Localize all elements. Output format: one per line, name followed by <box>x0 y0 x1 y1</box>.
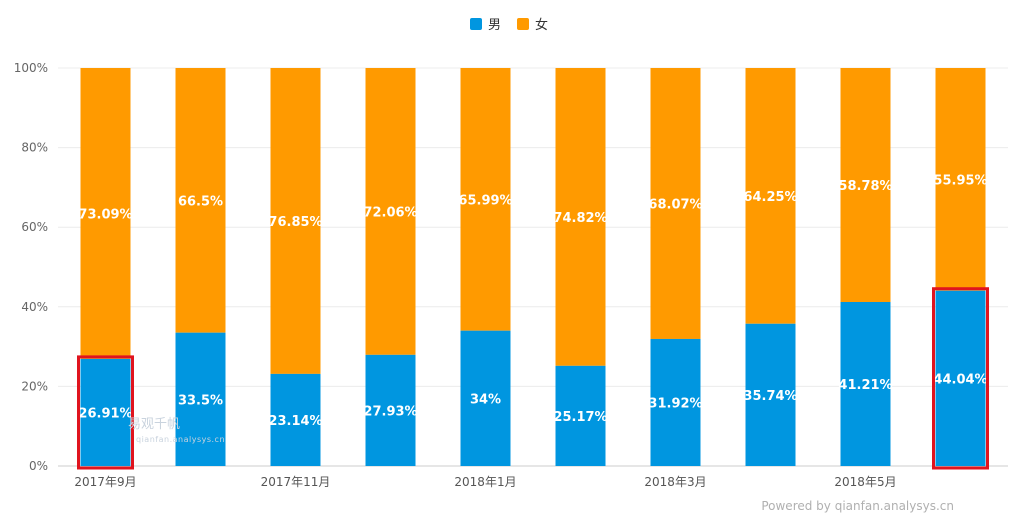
data-label-male: 34% <box>470 392 501 407</box>
bar-female <box>650 68 701 339</box>
bar-female <box>175 68 226 333</box>
x-tick-label: 2017年11月 <box>261 475 331 489</box>
legend-label-female: 女 <box>535 18 549 33</box>
data-label-female: 74.82% <box>553 211 607 226</box>
x-tick-label: 2017年9月 <box>74 475 136 489</box>
bar-female <box>270 68 321 374</box>
legend-label-male: 男 <box>487 18 501 33</box>
data-label-female: 76.85% <box>268 215 322 230</box>
legend-item-male[interactable]: 男 <box>469 14 501 33</box>
bar-male <box>175 332 226 466</box>
bar-male <box>555 365 606 466</box>
data-label-female: 66.5% <box>178 194 223 209</box>
legend-item-female[interactable]: 女 <box>517 14 548 33</box>
data-label-male: 26.91% <box>78 406 132 421</box>
bar-female <box>745 68 796 324</box>
data-label-male: 35.74% <box>743 389 797 404</box>
data-label-female: 58.78% <box>838 179 892 194</box>
y-tick-label: 0% <box>29 459 48 473</box>
bar-male <box>650 338 701 466</box>
highlight-box <box>77 355 134 470</box>
data-label-male: 31.92% <box>648 396 702 411</box>
legend: 男 女 <box>0 14 1018 33</box>
watermark-sub: qianfan.analysys.cn <box>136 435 226 444</box>
bar-male <box>840 301 891 466</box>
data-label-male: 41.21% <box>838 378 892 393</box>
bar-male <box>365 354 416 466</box>
highlight-box <box>932 287 989 470</box>
bar-female <box>80 68 131 359</box>
data-label-male: 44.04% <box>933 372 987 387</box>
bar-female <box>555 68 606 366</box>
y-tick-label: 20% <box>21 379 48 393</box>
legend-swatch-female <box>517 17 529 30</box>
bar-female <box>365 68 416 355</box>
bar-female <box>840 68 891 302</box>
bar-male <box>745 323 796 466</box>
x-tick-label: 2018年3月 <box>644 475 706 489</box>
data-label-female: 55.95% <box>933 173 987 188</box>
bar-male <box>460 330 511 466</box>
powered-by-footer: Powered by qianfan.analysys.cn <box>761 499 954 513</box>
bar-male <box>270 373 321 466</box>
data-label-male: 33.5% <box>178 393 223 408</box>
data-label-female: 64.25% <box>743 190 797 205</box>
data-label-female: 65.99% <box>458 193 512 208</box>
watermark: 易观千帆 qianfan.analysys.cn <box>128 418 225 447</box>
bar-male <box>80 358 131 466</box>
y-tick-label: 40% <box>21 300 48 314</box>
data-label-male: 25.17% <box>553 410 607 425</box>
bar-male <box>935 290 986 466</box>
x-tick-label: 2018年1月 <box>454 475 516 489</box>
data-label-female: 73.09% <box>78 207 132 222</box>
watermark-brand: 易观千帆 <box>128 417 181 432</box>
x-tick-label: 2018年5月 <box>834 475 896 489</box>
bar-female <box>460 68 511 331</box>
bar-female <box>935 68 986 291</box>
data-label-male: 27.93% <box>363 404 417 419</box>
y-tick-label: 80% <box>21 141 48 155</box>
y-tick-label: 60% <box>21 220 48 234</box>
legend-swatch-male <box>469 17 482 30</box>
data-label-male: 23.14% <box>268 414 322 429</box>
data-label-female: 72.06% <box>363 205 417 220</box>
data-label-female: 68.07% <box>648 197 702 212</box>
y-tick-label: 100% <box>14 61 48 75</box>
